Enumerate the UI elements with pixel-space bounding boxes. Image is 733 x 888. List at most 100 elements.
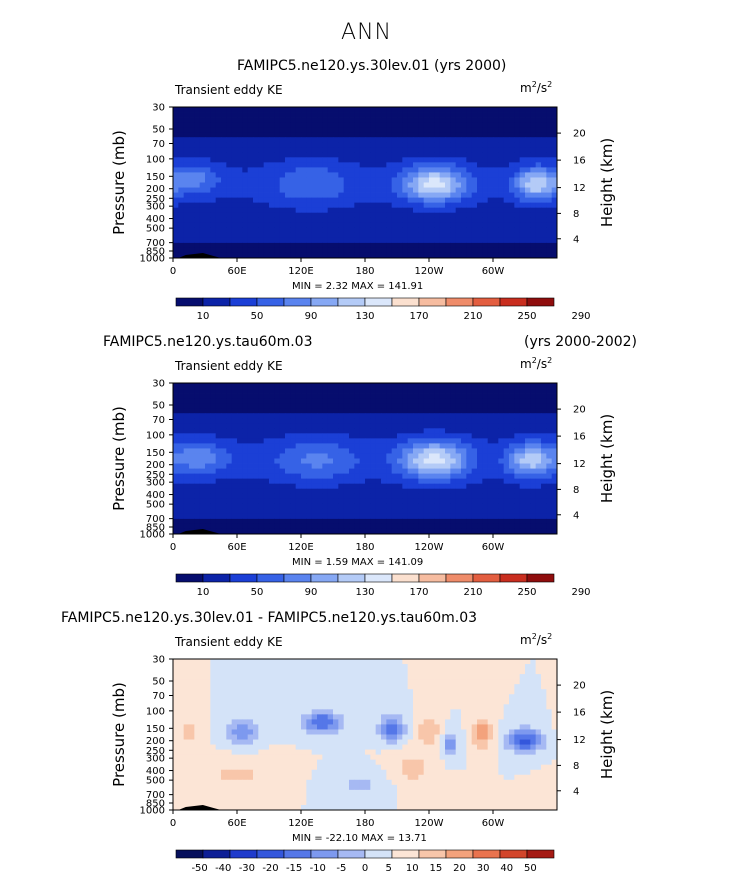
heatmap-cell <box>541 187 547 193</box>
heatmap-cell <box>381 202 387 209</box>
heatmap-cell <box>381 513 387 520</box>
heatmap-cell <box>498 157 505 163</box>
heatmap-cell <box>178 674 185 680</box>
heatmap-cell <box>381 463 387 469</box>
heatmap-cell <box>503 237 510 244</box>
heatmap-cell <box>215 117 222 123</box>
heatmap-cell <box>551 207 558 214</box>
heatmap-cell <box>354 182 361 188</box>
heatmap-cell <box>274 523 281 530</box>
heatmap-cell <box>215 433 222 439</box>
heatmap-cell <box>423 217 430 224</box>
heatmap-cell <box>295 237 302 244</box>
heatmap-cell <box>231 413 238 419</box>
heatmap-cell <box>397 493 403 500</box>
heatmap-cell <box>205 192 211 198</box>
heatmap-cell <box>423 488 430 495</box>
heatmap-cell <box>439 443 446 449</box>
heatmap-cell <box>343 182 350 188</box>
heatmap-cell <box>343 132 350 138</box>
heatmap-cell <box>263 498 270 505</box>
heatmap-cell <box>407 127 414 133</box>
heatmap-cell <box>253 438 259 444</box>
heatmap-cell <box>359 513 366 520</box>
heatmap-cell <box>381 423 387 429</box>
heatmap-cell <box>434 513 441 520</box>
colorbar-label: 250 <box>517 587 536 598</box>
heatmap-cell <box>471 423 478 429</box>
heatmap-cell <box>509 132 515 138</box>
heatmap-cell <box>466 388 473 394</box>
heatmap-cell <box>551 152 558 158</box>
heatmap-cell <box>530 247 537 254</box>
heatmap-cell <box>274 403 281 409</box>
heatmap-cell <box>173 443 179 449</box>
heatmap-cell <box>205 669 211 675</box>
heatmap-cell <box>487 222 494 229</box>
heatmap-cell <box>253 147 259 153</box>
heatmap-cell <box>189 247 195 254</box>
heatmap-cell <box>509 503 515 510</box>
heatmap-cell <box>221 463 227 469</box>
heatmap-cell <box>274 423 281 429</box>
heatmap-cell <box>477 202 483 209</box>
heatmap-cell <box>242 468 249 474</box>
heatmap-cell <box>429 398 435 404</box>
heatmap-cell <box>194 122 201 128</box>
heatmap-cell <box>205 453 211 459</box>
heatmap-cell <box>530 398 537 404</box>
heatmap-cell <box>343 137 350 143</box>
heatmap-cell <box>423 202 430 209</box>
heatmap-cell <box>391 117 398 123</box>
heatmap-cell <box>343 147 350 153</box>
heatmap-cell <box>519 197 526 204</box>
colorbar-label: 290 <box>571 587 590 598</box>
heatmap-cell <box>509 438 515 444</box>
heatmap-cell <box>231 252 238 259</box>
heatmap-cell <box>541 182 547 188</box>
heatmap-cell <box>535 664 542 670</box>
heatmap-cell <box>263 508 270 515</box>
heatmap-cell <box>413 222 419 229</box>
heatmap-cell <box>455 498 462 505</box>
heatmap-cell <box>471 689 478 695</box>
heatmap-cell <box>322 207 329 214</box>
heatmap-cell <box>487 473 494 480</box>
heatmap-cell <box>178 207 185 214</box>
heatmap-cell <box>349 242 355 249</box>
heatmap-cell <box>210 187 217 193</box>
heatmap-cell <box>519 232 526 239</box>
heatmap-cell <box>423 147 430 153</box>
heatmap-cell <box>253 197 259 204</box>
heatmap-cell <box>285 413 291 419</box>
heatmap-cell <box>503 192 510 198</box>
heatmap-cell <box>391 408 398 414</box>
heatmap-cell <box>407 157 414 163</box>
heatmap-cell <box>434 478 441 485</box>
heatmap-cell <box>418 157 425 163</box>
heatmap-cell <box>471 202 478 209</box>
heatmap-cell <box>290 418 297 424</box>
heatmap-cell <box>498 453 505 459</box>
heatmap-cell <box>210 117 217 123</box>
heatmap-cell <box>519 202 526 209</box>
heatmap-cell <box>445 252 451 259</box>
panel1-title: FAMIPC5.ne120.ys.30lev.01 (yrs 2000) <box>237 58 507 74</box>
heatmap-cell <box>541 473 547 480</box>
heatmap-cell <box>461 468 467 474</box>
heatmap-cell <box>498 217 505 224</box>
heatmap-cell <box>226 197 233 204</box>
heatmap-cell <box>290 473 297 480</box>
heatmap-cell <box>509 202 515 209</box>
heatmap-cell <box>349 493 355 500</box>
heatmap-cell <box>455 403 462 409</box>
heatmap-cell <box>199 202 206 209</box>
heatmap-cell <box>279 438 286 444</box>
heatmap-cell <box>269 217 275 224</box>
heatmap-cell <box>418 107 425 113</box>
heatmap-cell <box>226 684 233 690</box>
heatmap-cell <box>541 393 547 399</box>
heatmap-cell <box>285 127 291 133</box>
heatmap-cell <box>343 247 350 254</box>
heatmap-cell <box>231 408 238 414</box>
